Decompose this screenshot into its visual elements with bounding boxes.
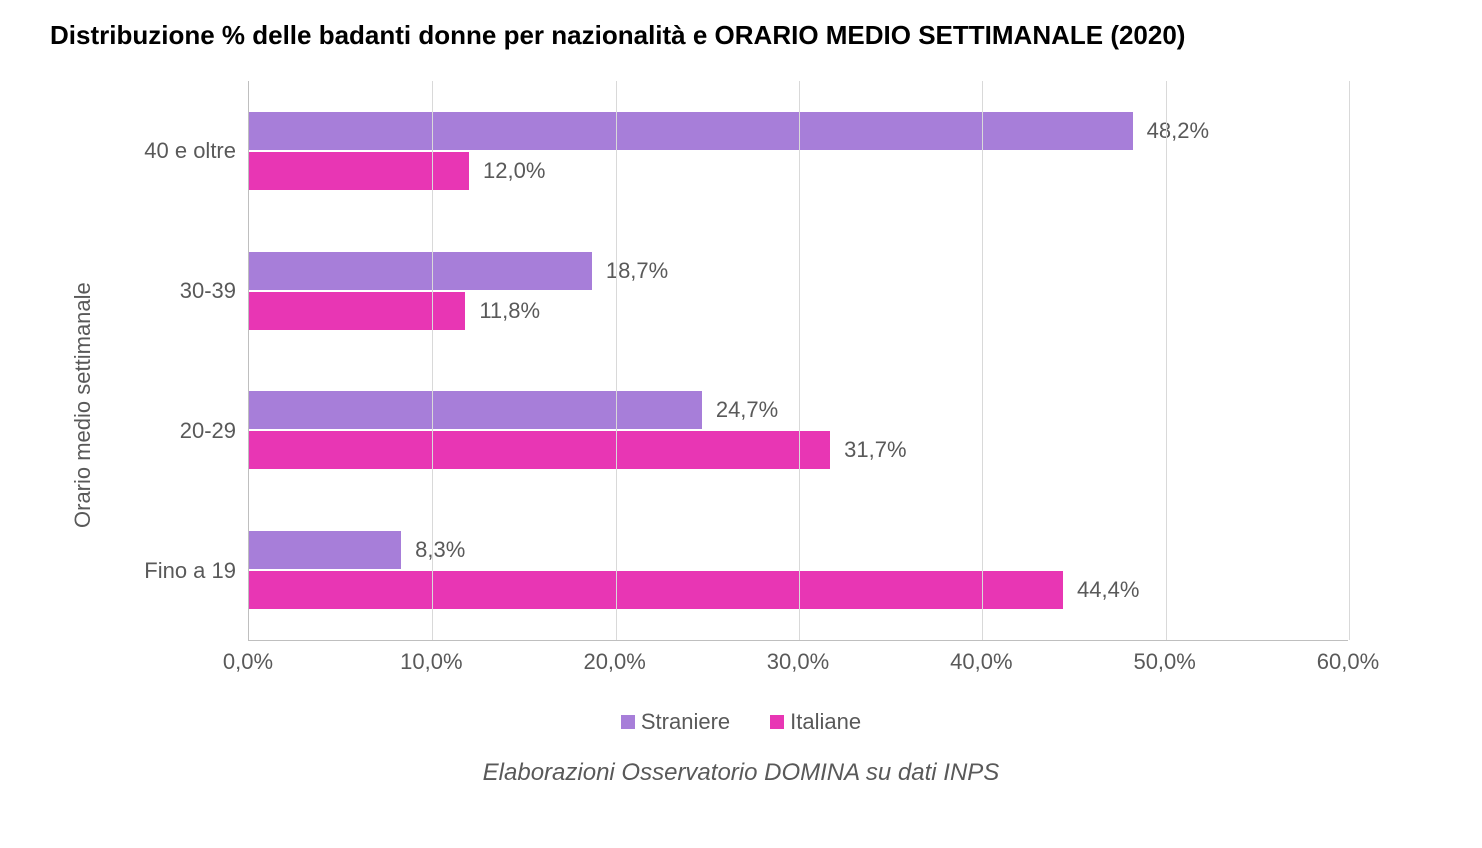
bar (249, 152, 469, 190)
bar-value-label: 31,7% (844, 437, 906, 463)
y-axis-labels: 40 e oltre 30-39 20-29 Fino a 19 (108, 81, 248, 641)
y-tick-label: 30-39 (108, 278, 236, 304)
bar-value-label: 8,3% (415, 537, 465, 563)
x-tick-label: 20,0% (583, 649, 645, 675)
bar-value-label: 48,2% (1147, 118, 1209, 144)
y-axis-title: Orario medio settimanale (70, 81, 96, 689)
legend-item-italiane: Italiane (770, 709, 861, 735)
bar (249, 112, 1133, 150)
gridline (1166, 81, 1167, 640)
bar (249, 431, 830, 469)
chart-title: Distribuzione % delle badanti donne per … (50, 20, 1442, 51)
plot-area: 48,2%12,0%18,7%11,8%24,7%31,7%8,3%44,4% (248, 81, 1348, 641)
source-note: Elaborazioni Osservatorio DOMINA su dati… (40, 759, 1442, 787)
chart-area: Orario medio settimanale 40 e oltre 30-3… (70, 81, 1442, 689)
legend-label: Straniere (641, 709, 730, 735)
gridline (799, 81, 800, 640)
bar-value-label: 11,8% (479, 298, 540, 324)
y-tick-label: 40 e oltre (108, 138, 236, 164)
bar (249, 531, 401, 569)
y-tick-label: 20-29 (108, 418, 236, 444)
x-tick-label: 10,0% (400, 649, 462, 675)
y-tick-label: Fino a 19 (108, 558, 236, 584)
legend-label: Italiane (790, 709, 861, 735)
bar-value-label: 12,0% (483, 158, 545, 184)
gridline (982, 81, 983, 640)
legend-swatch (770, 715, 784, 729)
bar (249, 252, 592, 290)
legend-item-straniere: Straniere (621, 709, 730, 735)
bar-value-label: 24,7% (716, 397, 778, 423)
gridline (616, 81, 617, 640)
bar (249, 391, 702, 429)
legend: Straniere Italiane (40, 709, 1442, 735)
bar-value-label: 44,4% (1077, 577, 1139, 603)
x-tick-label: 0,0% (223, 649, 273, 675)
x-tick-label: 60,0% (1317, 649, 1379, 675)
bar (249, 571, 1063, 609)
legend-swatch (621, 715, 635, 729)
gridline (1349, 81, 1350, 640)
x-axis-ticks: 0,0%10,0%20,0%30,0%40,0%50,0%60,0% (248, 649, 1348, 689)
x-tick-label: 50,0% (1133, 649, 1195, 675)
x-tick-label: 40,0% (950, 649, 1012, 675)
gridline (432, 81, 433, 640)
x-tick-label: 30,0% (767, 649, 829, 675)
